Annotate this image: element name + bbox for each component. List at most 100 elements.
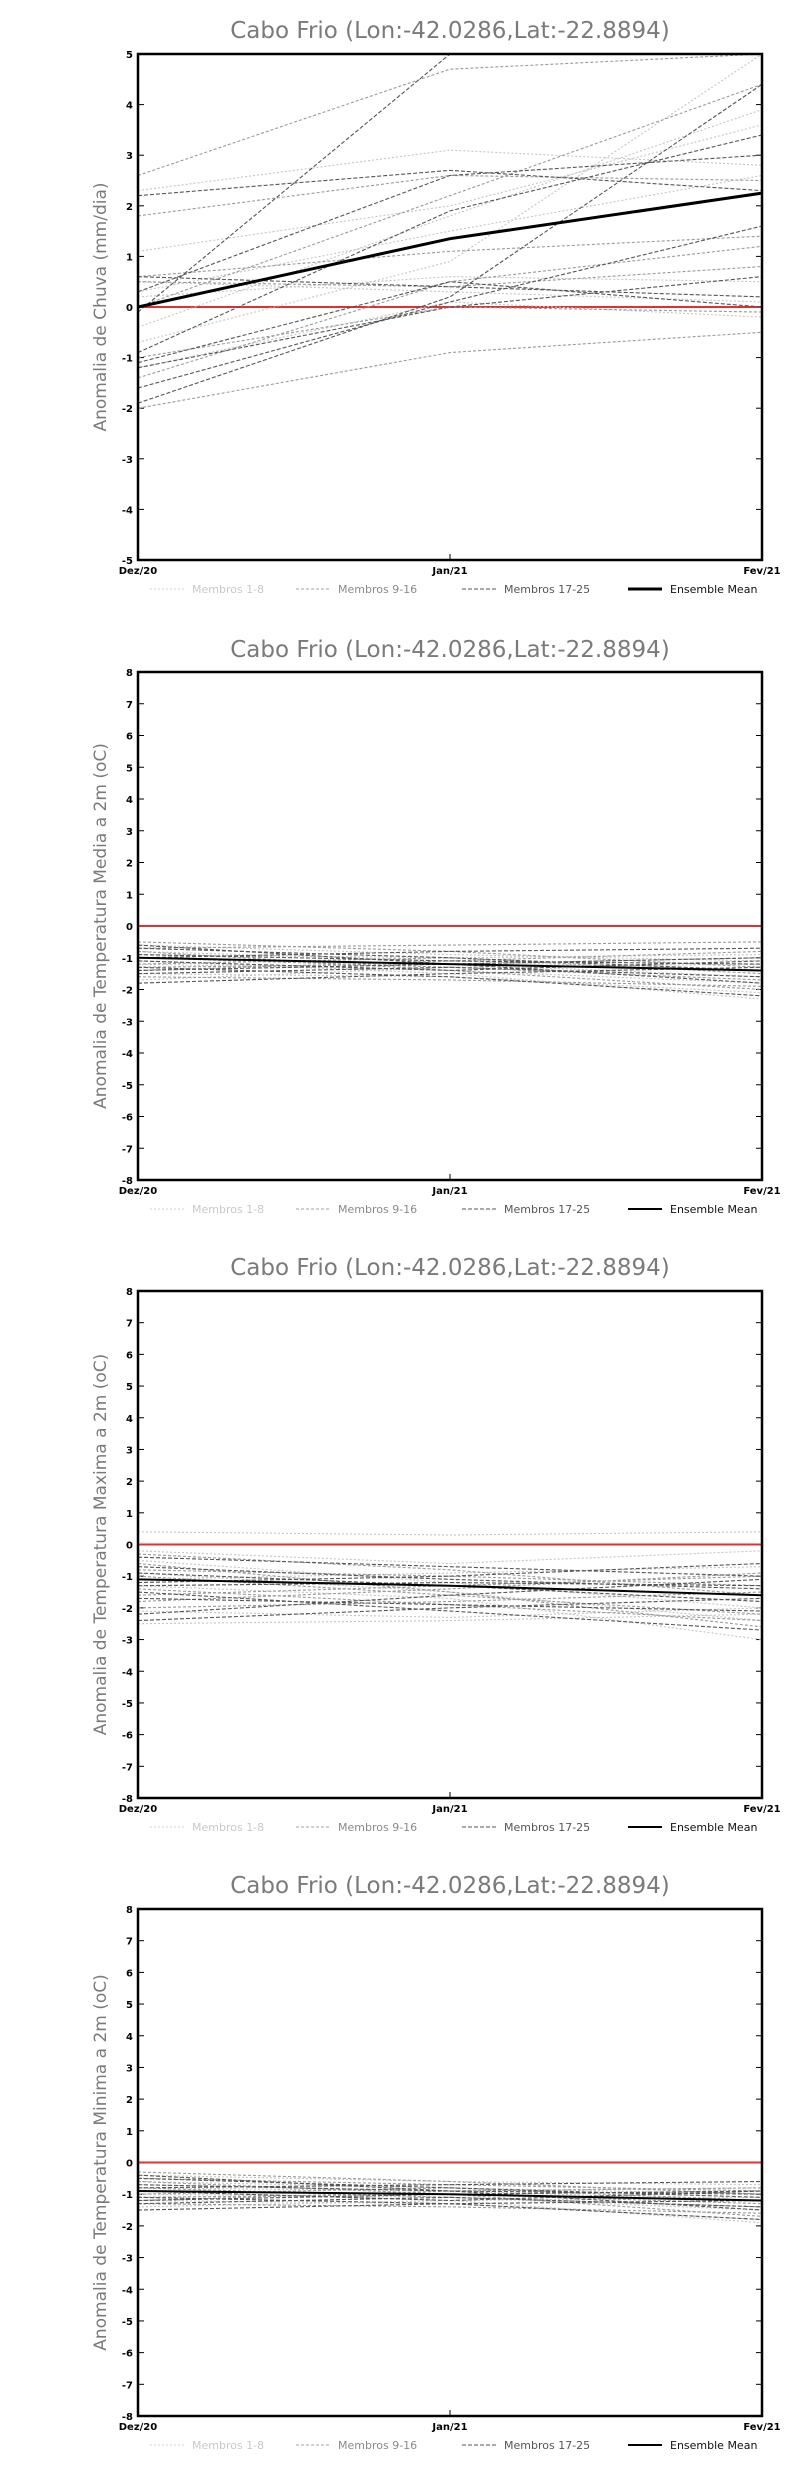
y-tick-label: -3 [122, 1017, 133, 1028]
y-tick-label: 7 [126, 700, 133, 711]
y-tick-label: 3 [126, 2063, 133, 2074]
y-tick-label: -7 [122, 1144, 133, 1155]
member-line-5 [137, 1585, 763, 1641]
member-line-8 [137, 53, 763, 343]
x-tick-label: Dez/20 [119, 566, 158, 577]
legend-label-2: Membros 9-16 [338, 1821, 417, 1834]
member-line-12 [137, 1591, 763, 1609]
member-line-14 [137, 331, 763, 409]
chart-title: Cabo Frio (Lon:-42.0286,Lat:-22.8894) [230, 1255, 669, 1281]
member-line-7 [137, 1613, 763, 1625]
y-tick-label: -4 [122, 1049, 133, 1060]
y-tick-label: 2 [126, 2095, 133, 2106]
y-tick-label: -7 [122, 1762, 133, 1773]
member-line-11 [137, 2203, 763, 2214]
legend-label-3: Membros 17-25 [504, 583, 590, 596]
plot-frame [136, 1289, 764, 1800]
chart-panel-3: Cabo Frio (Lon:-42.0286,Lat:-22.8894) Ano… [91, 1255, 781, 1834]
y-tick-label: -8 [122, 2412, 133, 2423]
member-line-2 [137, 1550, 763, 1565]
member-line-20 [137, 960, 763, 972]
y-axis-label: Anomalia de Temperatura Minima a 2m (oC) [91, 1974, 111, 2351]
legend-label-1: Membros 1-8 [192, 1821, 264, 1834]
y-tick-label: 1 [126, 2127, 133, 2138]
y-tick-label: -6 [122, 1731, 133, 1742]
y-tick-label: -8 [122, 1176, 133, 1187]
y-tick-label: 7 [126, 1319, 133, 1330]
ensemble-mean-line [137, 1578, 763, 1597]
member-line-10 [137, 306, 763, 359]
member-line-20 [137, 276, 763, 369]
member-line-2 [137, 109, 763, 328]
y-tick-label: -2 [122, 2222, 133, 2233]
x-tick-label: Dez/20 [119, 1804, 158, 1815]
member-line-23 [137, 1597, 763, 1612]
legend-label-3: Membros 17-25 [504, 1821, 590, 1834]
member-line-11 [137, 235, 763, 278]
chart-panel-1: Cabo Frio (Lon:-42.0286,Lat:-22.8894) Ano… [91, 18, 781, 596]
y-tick-label: 4 [126, 101, 133, 112]
member-line-15 [137, 1572, 763, 1603]
y-tick-label: 2 [126, 1477, 133, 1488]
ensemble-mean-line [137, 956, 763, 972]
y-tick-label: -2 [122, 404, 133, 415]
member-line-9 [137, 941, 763, 949]
y-tick-label: 8 [126, 1287, 133, 1298]
chart-title: Cabo Frio (Lon:-42.0286,Lat:-22.8894) [230, 1873, 669, 1899]
y-tick-label: 7 [126, 1937, 133, 1948]
y-tick-label: -2 [122, 1604, 133, 1615]
member-line-4 [137, 276, 763, 298]
x-tick-label: Dez/20 [119, 2422, 158, 2433]
y-tick-label: 4 [126, 795, 133, 806]
y-tick-label: -3 [122, 455, 133, 466]
member-line-11 [137, 976, 763, 987]
chart-title: Cabo Frio (Lon:-42.0286,Lat:-22.8894) [230, 18, 669, 44]
x-tick-label: Fev/21 [743, 2422, 780, 2433]
member-line-23 [137, 966, 763, 984]
member-line-12 [137, 2171, 763, 2195]
x-tick-label: Jan/21 [431, 1186, 467, 1197]
member-line-16 [137, 245, 763, 379]
x-tick-label: Jan/21 [431, 1804, 467, 1815]
y-tick-label: 0 [126, 2159, 133, 2170]
legend-label-4: Ensemble Mean [670, 1203, 757, 1216]
member-line-25 [137, 1581, 763, 1587]
plot-frame [136, 52, 764, 562]
legend-label-3: Membros 17-25 [504, 1203, 590, 1216]
y-tick-label: 3 [126, 827, 133, 838]
y-tick-label: -5 [122, 1699, 133, 1710]
y-tick-label: 1 [126, 890, 133, 901]
legend-label-2: Membros 9-16 [338, 2439, 417, 2452]
member-line-5 [137, 301, 763, 369]
plot-frame [136, 670, 764, 1182]
y-axis-label: Anomalia de Temperatura Maxima a 2m (oC) [91, 1354, 111, 1736]
legend-label-4: Ensemble Mean [670, 583, 757, 596]
y-tick-label: -1 [122, 2190, 133, 2201]
member-line-23 [137, 225, 763, 389]
legend-label-4: Ensemble Mean [670, 1821, 757, 1834]
x-tick-label: Fev/21 [743, 1186, 780, 1197]
y-tick-label: 4 [126, 1414, 133, 1425]
y-tick-label: 6 [126, 732, 133, 743]
member-line-22 [137, 947, 763, 959]
member-line-17 [137, 1597, 763, 1622]
member-line-6 [137, 1607, 763, 1618]
member-line-18 [137, 2196, 763, 2208]
y-tick-label: 1 [126, 252, 133, 263]
member-line-18 [137, 83, 763, 404]
y-tick-label: 3 [126, 151, 133, 162]
legend-label-2: Membros 9-16 [338, 1203, 417, 1216]
member-line-21 [137, 281, 763, 364]
y-tick-label: 5 [126, 1382, 133, 1393]
y-tick-label: 2 [126, 859, 133, 870]
member-line-19 [137, 1562, 763, 1584]
y-tick-label: -4 [122, 2285, 133, 2296]
member-line-19 [137, 2177, 763, 2198]
legend-label-1: Membros 1-8 [192, 2439, 264, 2452]
member-line-14 [137, 1553, 763, 1596]
member-line-9 [137, 53, 763, 176]
y-tick-label: 4 [126, 2032, 133, 2043]
y-tick-label: -1 [122, 1572, 133, 1583]
member-line-1 [137, 944, 763, 962]
